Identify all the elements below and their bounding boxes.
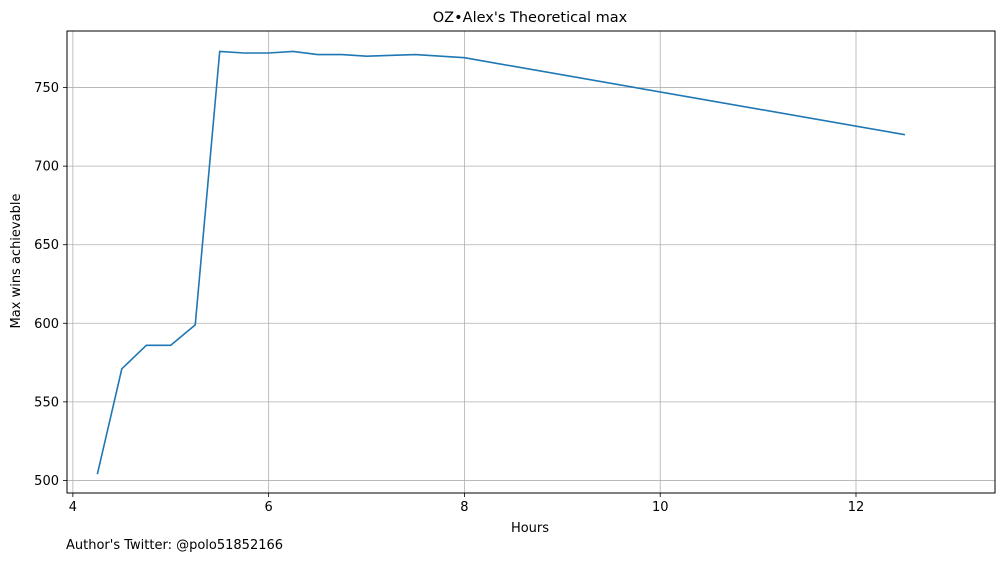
plot-frame bbox=[66, 30, 996, 494]
y-tick-label: 750 bbox=[34, 81, 59, 96]
y-axis-ticks: 500 550 600 650 700 750 bbox=[34, 81, 67, 489]
series-group bbox=[96, 50, 906, 475]
y-tick-label: 700 bbox=[34, 160, 59, 175]
x-tick-label: 10 bbox=[652, 500, 669, 515]
chart-title: OZ•Alex's Theoretical max bbox=[433, 10, 628, 26]
y-tick-label: 600 bbox=[34, 317, 59, 332]
author-footnote: Author's Twitter: @polo51852166 bbox=[66, 538, 284, 553]
x-tick-label: 8 bbox=[460, 500, 468, 515]
x-axis-label: Hours bbox=[511, 521, 549, 536]
series-line bbox=[96, 50, 906, 475]
y-tick-label: 550 bbox=[34, 395, 59, 410]
grid-lines bbox=[67, 31, 995, 493]
x-tick-label: 6 bbox=[265, 500, 273, 515]
x-axis-ticks: 4 6 8 10 12 bbox=[69, 493, 865, 515]
y-tick-label: 500 bbox=[34, 474, 59, 489]
x-tick-label: 4 bbox=[69, 500, 77, 515]
x-tick-label: 12 bbox=[848, 500, 865, 515]
y-tick-label: 650 bbox=[34, 238, 59, 253]
y-axis-label: Max wins achievable bbox=[9, 194, 24, 329]
